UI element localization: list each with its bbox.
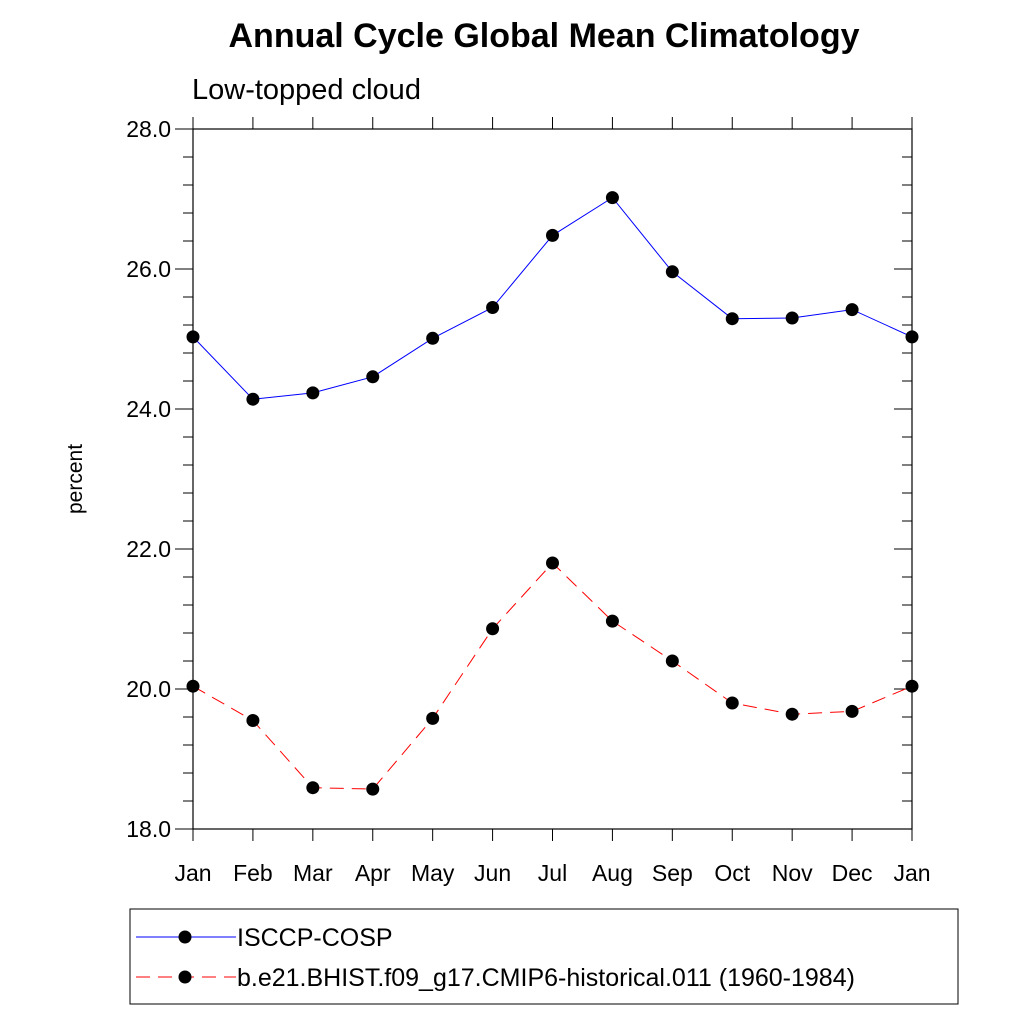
x-tick-label: May <box>411 860 455 886</box>
legend-label-isccp: ISCCP-COSP <box>237 924 393 952</box>
series-1-point <box>486 622 500 636</box>
y-tick-labels: 18.0 20.0 22.0 24.0 26.0 28.0 <box>126 116 171 842</box>
legend: ISCCP-COSP b.e21.BHIST.f09_g17.CMIP6-his… <box>129 908 959 1005</box>
legend-marker-model <box>178 970 192 984</box>
series-0-point <box>905 330 919 344</box>
series-line-1 <box>192 562 913 790</box>
series-0-point <box>306 386 320 400</box>
x-tick-label: Mar <box>293 860 333 886</box>
legend-marker-isccp <box>178 930 192 944</box>
series-0-point <box>605 191 619 205</box>
legend-box <box>129 908 959 1005</box>
legend-label-model: b.e21.BHIST.f09_g17.CMIP6-historical.011… <box>237 964 855 992</box>
series-0-point <box>246 392 260 406</box>
series-line-0 <box>192 196 913 400</box>
x-tick-label: Feb <box>233 860 273 886</box>
series-0-point <box>785 311 799 325</box>
y-axis-label: percent <box>64 444 87 514</box>
series-0-point <box>486 301 500 314</box>
series-1-point <box>546 556 559 570</box>
x-tick-label: Apr <box>355 860 391 886</box>
x-tick-label: Jun <box>474 860 511 886</box>
x-tick-label: Aug <box>592 860 633 886</box>
y-tick-label: 18.0 <box>126 816 171 842</box>
chart-subtitle: Low-topped cloud <box>192 74 421 106</box>
series-1-point <box>306 781 320 795</box>
x-tick-label: Oct <box>714 860 750 886</box>
series-1-point <box>665 654 679 668</box>
x-tick-label: Jul <box>538 860 567 886</box>
series-1-point <box>366 782 380 796</box>
series-0-point <box>546 228 559 242</box>
chart-title: Annual Cycle Global Mean Climatology <box>229 17 860 55</box>
x-tick-label: Sep <box>652 860 693 886</box>
x-tick-labels: Jan Feb Mar Apr May Jun Jul Aug Sep Oct Nov Dec Jan <box>174 860 930 886</box>
series-0-point <box>426 331 440 345</box>
series-1-point <box>186 679 200 693</box>
series-0-point <box>186 330 200 344</box>
y-tick-label: 24.0 <box>126 396 171 422</box>
series-1-point <box>905 679 919 693</box>
series-0-point <box>366 370 380 384</box>
series-1-point <box>605 614 619 628</box>
y-tick-label: 22.0 <box>126 536 171 562</box>
series-0-point <box>725 312 739 326</box>
series-layer <box>186 191 919 796</box>
series-1-point <box>725 696 739 710</box>
series-0-point <box>845 303 859 317</box>
y-tick-label: 28.0 <box>126 116 171 142</box>
x-tick-label: Dec <box>832 860 873 886</box>
axis-ticks <box>175 117 913 841</box>
x-tick-label: Jan <box>893 860 930 886</box>
y-tick-label: 26.0 <box>126 256 171 282</box>
series-1-point <box>845 704 859 718</box>
x-tick-label: Jan <box>174 860 211 886</box>
series-1-point <box>426 711 440 725</box>
series-1-point <box>246 714 260 727</box>
series-1-point <box>785 707 799 721</box>
series-0-point <box>665 265 679 279</box>
y-tick-label: 20.0 <box>126 676 171 702</box>
x-tick-label: Nov <box>772 860 813 886</box>
